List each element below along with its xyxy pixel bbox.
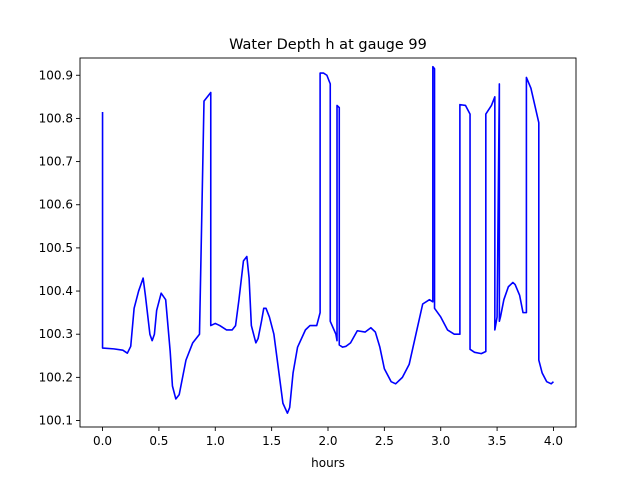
axes-frame <box>79 57 577 428</box>
series-line-0 <box>101 65 555 414</box>
y-tick-label: 100.3 <box>39 327 73 341</box>
x-axis-ticks: 0.0 0.5 1.0 1.5 2.0 2.5 3.0 3.5 4.0 <box>93 427 563 448</box>
x-tick-label: 3.0 <box>431 434 450 448</box>
x-axis-label: hours <box>311 456 345 470</box>
y-tick-label: 100.7 <box>39 155 73 169</box>
x-tick-label: 3.5 <box>488 434 507 448</box>
chart-title: Water Depth h at gauge 99 <box>229 37 427 53</box>
x-tick-label: 1.5 <box>262 434 281 448</box>
y-tick-label: 100.9 <box>39 68 73 82</box>
x-tick-label: 0.0 <box>93 434 112 448</box>
x-tick-label: 4.0 <box>544 434 563 448</box>
y-axis-ticks: 100.1 100.2 100.3 100.4 100.5 100.6 100.7 100.8… <box>39 68 80 428</box>
y-tick-label: 100.1 <box>39 414 73 428</box>
y-tick-label: 100.8 <box>39 111 73 125</box>
y-tick-label: 100.6 <box>39 198 73 212</box>
y-tick-label: 100.2 <box>39 370 73 384</box>
x-tick-label: 2.5 <box>375 434 394 448</box>
x-tick-label: 0.5 <box>149 434 168 448</box>
y-tick-label: 100.5 <box>39 241 73 255</box>
x-tick-label: 2.0 <box>318 434 337 448</box>
x-tick-label: 1.0 <box>206 434 225 448</box>
y-tick-label: 100.4 <box>39 284 73 298</box>
plot-area <box>79 57 577 428</box>
